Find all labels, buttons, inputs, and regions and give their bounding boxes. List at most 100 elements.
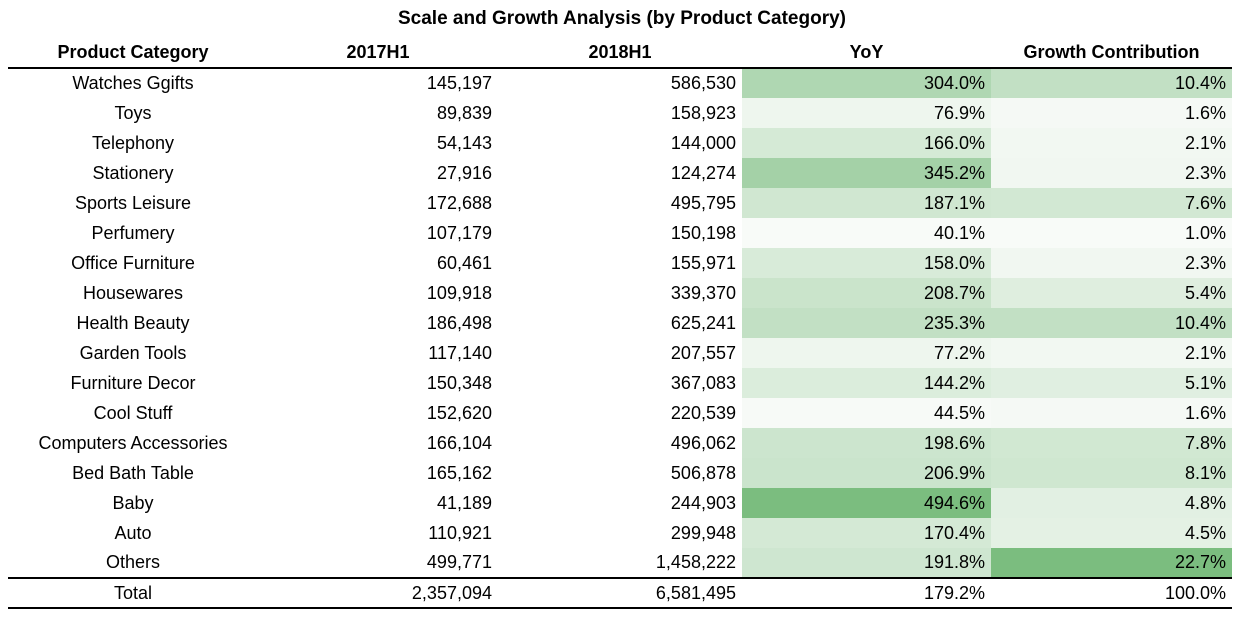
table-row: Health Beauty 186,498 625,241 235.3% 10.4%: [8, 308, 1232, 338]
cell-2017h1: 165,162: [426, 462, 492, 483]
cell-2017h1: 152,620: [426, 402, 492, 423]
cell-2018h1: 207,557: [670, 342, 736, 363]
table-row: Stationery 27,916 124,274 345.2% 2.3%: [8, 158, 1232, 188]
cell-2017h1: 89,839: [436, 102, 492, 123]
cell-2017h1: 109,918: [426, 282, 492, 303]
cell-product-category: Telephony: [91, 132, 175, 153]
cell-2018h1: 124,274: [670, 162, 736, 183]
table-body: Watches Ggifts 145,197 586,530 304.0% 10.4% T…: [8, 68, 1232, 578]
cell-yoy: 345.2%: [742, 158, 991, 188]
total-2017h1: 2,357,094: [258, 577, 498, 609]
cell-growth-contribution: 5.1%: [991, 368, 1232, 398]
table-row: Office Furniture 60,461 155,971 158.0% 2.3%: [8, 248, 1232, 278]
cell-growth-contribution: 2.1%: [991, 338, 1232, 368]
cell-growth-contribution: 7.8%: [991, 428, 1232, 458]
cell-product-category: Baby: [112, 492, 154, 513]
cell-yoy: 191.8%: [742, 548, 991, 578]
cell-2017h1: 117,140: [428, 342, 492, 363]
cell-2018h1: 496,062: [670, 432, 736, 453]
cell-2018h1: 625,241: [670, 312, 736, 333]
cell-yoy: 494.6%: [742, 488, 991, 518]
cell-yoy: 235.3%: [742, 308, 991, 338]
cell-growth-contribution: 1.6%: [991, 398, 1232, 428]
cell-product-category: Perfumery: [91, 222, 175, 243]
cell-growth-contribution: 10.4%: [991, 68, 1232, 98]
growth-table: Product Category 2017H1 2018H1 YoY Growt…: [8, 38, 1232, 609]
cell-growth-contribution: 1.6%: [991, 98, 1232, 128]
cell-2018h1: 150,198: [670, 222, 736, 243]
table-row: Watches Ggifts 145,197 586,530 304.0% 10.4%: [8, 68, 1232, 98]
cell-growth-contribution: 2.3%: [991, 248, 1232, 278]
cell-2018h1: 495,795: [670, 192, 736, 213]
total-row: Total 2,357,094 6,581,495 179.2% 100.0%: [8, 577, 1232, 609]
cell-product-category: Bed Bath Table: [72, 462, 194, 483]
cell-2017h1: 60,461: [436, 252, 492, 273]
cell-yoy: 208.7%: [742, 278, 991, 308]
table-title: Scale and Growth Analysis (by Product Ca…: [397, 8, 846, 29]
cell-growth-contribution: 7.6%: [991, 188, 1232, 218]
table-row: Perfumery 107,179 150,198 40.1% 1.0%: [8, 218, 1232, 248]
cell-2018h1: 144,000: [670, 132, 736, 153]
cell-2017h1: 150,348: [426, 372, 492, 393]
cell-2018h1: 299,948: [670, 522, 736, 543]
cell-product-category: Sports Leisure: [74, 192, 192, 213]
table-row: Furniture Decor 150,348 367,083 144.2% 5.1%: [8, 368, 1232, 398]
cell-product-category: Toys: [114, 102, 152, 123]
cell-product-category: Computers Accessories: [38, 432, 228, 453]
cell-growth-contribution: 5.4%: [991, 278, 1232, 308]
cell-2018h1: 367,083: [670, 372, 736, 393]
header-growth-contribution: Growth Contribution: [991, 38, 1232, 69]
cell-yoy: 158.0%: [742, 248, 991, 278]
cell-2018h1: 155,971: [670, 252, 736, 273]
table-row: Housewares 109,918 339,370 208.7% 5.4%: [8, 278, 1232, 308]
cell-2018h1: 1,458,222: [655, 552, 736, 572]
cell-2018h1: 158,923: [670, 102, 736, 123]
table-row: Computers Accessories 166,104 496,062 198.6…: [8, 428, 1232, 458]
cell-growth-contribution: 8.1%: [991, 458, 1232, 488]
cell-growth-contribution: 4.5%: [991, 518, 1232, 548]
table-row: Garden Tools 117,140 207,557 77.2% 2.1%: [8, 338, 1232, 368]
cell-product-category: Garden Tools: [79, 342, 187, 363]
cell-yoy: 44.5%: [742, 398, 991, 428]
cell-2018h1: 586,530: [670, 73, 736, 93]
total-growth-contribution: 100.0%: [991, 577, 1232, 609]
cell-yoy: 304.0%: [742, 68, 991, 98]
cell-2018h1: 244,903: [670, 492, 736, 513]
table-row: Telephony 54,143 144,000 166.0% 2.1%: [8, 128, 1232, 158]
cell-product-category: Auto: [114, 522, 152, 543]
cell-yoy: 40.1%: [742, 218, 991, 248]
cell-product-category: Cool Stuff: [93, 402, 173, 423]
header-yoy: YoY: [742, 38, 991, 69]
cell-growth-contribution: 1.0%: [991, 218, 1232, 248]
cell-growth-contribution: 2.3%: [991, 158, 1232, 188]
cell-product-category: Others: [105, 552, 161, 572]
cell-2017h1: 54,143: [436, 132, 492, 153]
cell-yoy: 166.0%: [742, 128, 991, 158]
cell-product-category: Office Furniture: [71, 252, 195, 273]
total-yoy: 179.2%: [742, 577, 991, 609]
header-row: Product Category 2017H1 2018H1 YoY Growt…: [8, 38, 1232, 69]
table-row: Auto 110,921 299,948 170.4% 4.5%: [8, 518, 1232, 548]
cell-yoy: 170.4%: [742, 518, 991, 548]
total-2018h1: 6,581,495: [498, 577, 742, 609]
cell-2017h1: 41,189: [436, 492, 492, 513]
table-row: Cool Stuff 152,620 220,539 44.5% 1.6%: [8, 398, 1232, 428]
cell-2017h1: 172,688: [426, 192, 492, 213]
table-row: Sports Leisure 172,688 495,795 187.1% 7.6%: [8, 188, 1232, 218]
cell-2018h1: 220,539: [670, 402, 736, 423]
total-label: Total: [8, 577, 258, 609]
cell-2017h1: 166,104: [426, 432, 492, 453]
header-product-category: Product Category: [8, 38, 258, 69]
table-row: Others 499,771 1,458,222 191.8% 22.7%: [8, 548, 1232, 578]
cell-yoy: 76.9%: [742, 98, 991, 128]
header-2017h1: 2017H1: [258, 38, 498, 69]
cell-2017h1: 110,921: [428, 522, 492, 543]
table-row: Bed Bath Table 165,162 506,878 206.9% 8.1%: [8, 458, 1232, 488]
cell-growth-contribution: 4.8%: [991, 488, 1232, 518]
cell-2018h1: 506,878: [670, 462, 736, 483]
cell-growth-contribution: 2.1%: [991, 128, 1232, 158]
cell-2017h1: 145,197: [426, 73, 492, 93]
header-2018h1: 2018H1: [498, 38, 742, 69]
cell-yoy: 206.9%: [742, 458, 991, 488]
